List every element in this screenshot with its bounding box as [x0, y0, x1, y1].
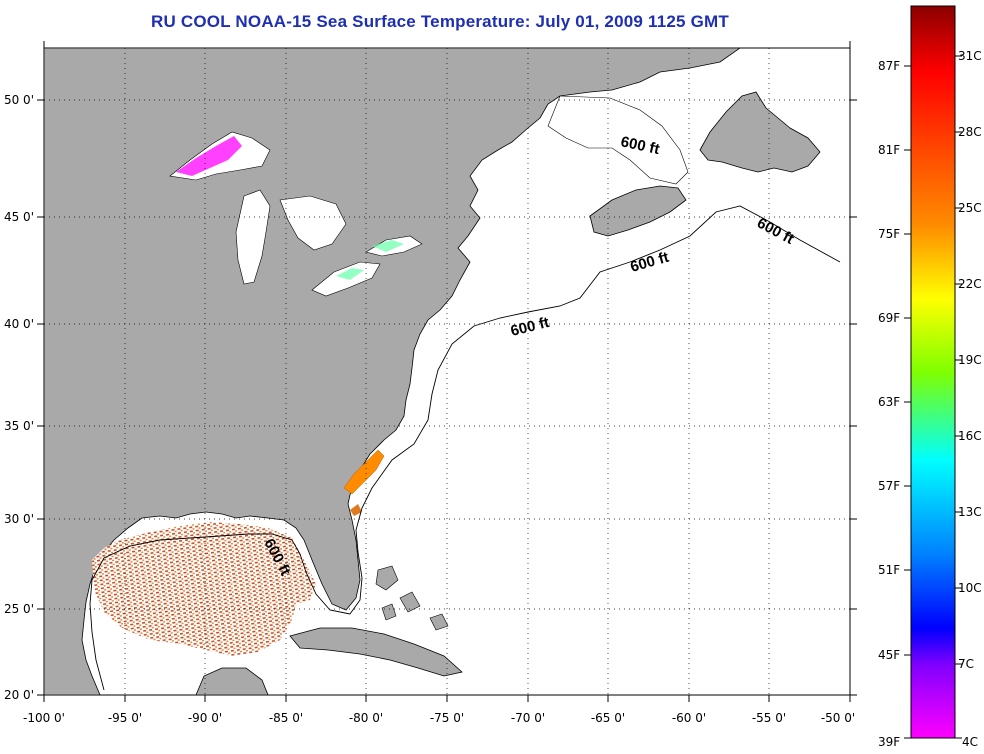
- lake-huron: [279, 195, 347, 251]
- isobath-atlantic-line: [349, 205, 841, 615]
- colorbar-f-label: 63F: [878, 395, 900, 409]
- isobath-contours: [89, 205, 841, 691]
- latitude-label: 30 0': [4, 512, 34, 526]
- colorbar-c-label: 25C: [958, 201, 982, 215]
- colorbar-c-label: 10C: [958, 581, 982, 595]
- colorbar-f-label: 57F: [878, 479, 900, 493]
- longitude-label: -95 0': [108, 711, 142, 725]
- colorbar-c-label: 7C: [958, 657, 974, 671]
- longitude-label: -55 0': [752, 711, 786, 725]
- florida-coast-sst: [350, 504, 362, 516]
- colorbar-f-label: 39F: [878, 735, 900, 749]
- latitude-label: 35 0': [4, 419, 34, 433]
- colorbar-f-label: 75F: [878, 227, 900, 241]
- isobath-gulf-line: [89, 533, 351, 691]
- colorbar-f-label: 81F: [878, 143, 900, 157]
- latitude-label: 25 0': [4, 602, 34, 616]
- longitude-label: -85 0': [269, 711, 303, 725]
- colorbar-f-label: 69F: [878, 311, 900, 325]
- colorbar-c-label: 31C: [958, 49, 982, 63]
- nova-scotia: [589, 185, 687, 237]
- longitude-label: -65 0': [591, 711, 625, 725]
- lake-ontario-sst: [372, 240, 404, 252]
- colorbar-c-label: 16C: [958, 429, 982, 443]
- bahamas-islands: [375, 565, 449, 631]
- longitude-label: -60 0': [672, 711, 706, 725]
- map-title: RU COOL NOAA-15 Sea Surface Temperature:…: [151, 12, 729, 31]
- colorbar-f-label: 51F: [878, 563, 900, 577]
- longitude-label: -90 0': [188, 711, 222, 725]
- gulf-of-st-lawrence: [547, 95, 689, 185]
- colorbar-c-label: 22C: [958, 277, 982, 291]
- latitude-label: 40 0': [4, 317, 34, 331]
- longitude-label: -75 0': [430, 711, 464, 725]
- colorbar-c-label: 4C: [962, 735, 978, 749]
- carolina-coast-sst: [343, 449, 385, 495]
- longitude-label: -100 0': [23, 711, 65, 725]
- temperature-colorbar: 87F 81F 75F 69F 63F 57F 51F 45F 39F 31C …: [878, 5, 982, 749]
- lake-erie-sst: [336, 268, 364, 280]
- gulf-of-mexico-sst: [92, 522, 316, 656]
- latitude-label: 50 0': [4, 93, 34, 107]
- latitude-labels: 20 0' 25 0' 30 0' 35 0' 40 0' 45 0' 50 0…: [4, 93, 34, 702]
- colorbar-c-label: 28C: [958, 125, 982, 139]
- longitude-label: -70 0': [511, 711, 545, 725]
- longitude-label: -50 0': [821, 711, 855, 725]
- latitude-label: 45 0': [4, 210, 34, 224]
- sst-data-overlay: [92, 136, 404, 656]
- newfoundland-island: [699, 91, 821, 173]
- lake-superior-sst: [176, 136, 242, 176]
- colorbar-f-label: 45F: [878, 648, 900, 662]
- lake-michigan: [235, 189, 271, 285]
- longitude-labels: -100 0' -95 0' -90 0' -85 0' -80 0' -75 …: [23, 711, 855, 725]
- axis-ticks: [37, 41, 857, 702]
- colorbar-c-label: 13C: [958, 505, 982, 519]
- cuba-island: [289, 627, 463, 677]
- colorbar-c-label: 19C: [958, 353, 982, 367]
- longitude-label: -80 0': [349, 711, 383, 725]
- yucatan-peninsula: [195, 667, 269, 695]
- colorbar-gradient: [910, 5, 956, 739]
- colorbar-f-label: 87F: [878, 59, 900, 73]
- latitude-label: 20 0': [4, 688, 34, 702]
